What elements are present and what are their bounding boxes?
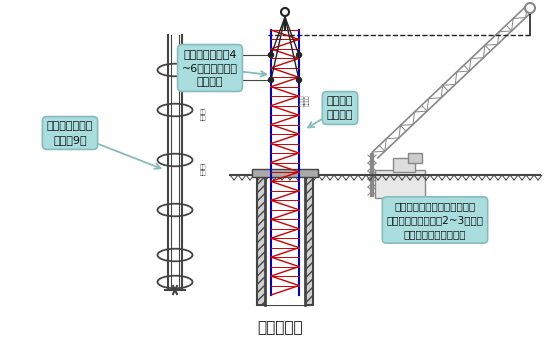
Text: 第一节钢筋笼放入桩孔，采用
钢管支撑固定且留有2~3米高长
度与下段钢筋笼焊接。: 第一节钢筋笼放入桩孔，采用 钢管支撑固定且留有2~3米高长 度与下段钢筋笼焊接。 xyxy=(386,201,483,239)
Text: 每个钢筋笼设置4
~6个起吊点（对
称布置）: 每个钢筋笼设置4 ~6个起吊点（对 称布置） xyxy=(182,49,238,87)
Text: 纵向主筋: 纵向主筋 xyxy=(300,94,305,106)
Circle shape xyxy=(268,78,273,83)
Circle shape xyxy=(525,3,535,13)
Bar xyxy=(375,170,425,198)
Circle shape xyxy=(268,52,273,57)
Circle shape xyxy=(296,52,301,57)
Text: 焊接中用
钢管支撑: 焊接中用 钢管支撑 xyxy=(326,96,353,120)
Text: 螺旋
箍筋: 螺旋 箍筋 xyxy=(200,164,207,176)
Text: 纵向
主筋: 纵向 主筋 xyxy=(200,109,207,121)
Text: 螺旋箍筋: 螺旋箍筋 xyxy=(305,94,310,106)
Bar xyxy=(257,175,313,305)
Circle shape xyxy=(296,78,301,83)
Bar xyxy=(252,169,318,177)
Bar xyxy=(265,175,305,305)
Bar xyxy=(408,153,422,163)
Text: 吊点示意图: 吊点示意图 xyxy=(257,321,303,336)
Bar xyxy=(393,158,415,172)
Circle shape xyxy=(281,8,289,16)
Text: 分段制作成型，
每段长9米: 分段制作成型， 每段长9米 xyxy=(47,121,93,145)
